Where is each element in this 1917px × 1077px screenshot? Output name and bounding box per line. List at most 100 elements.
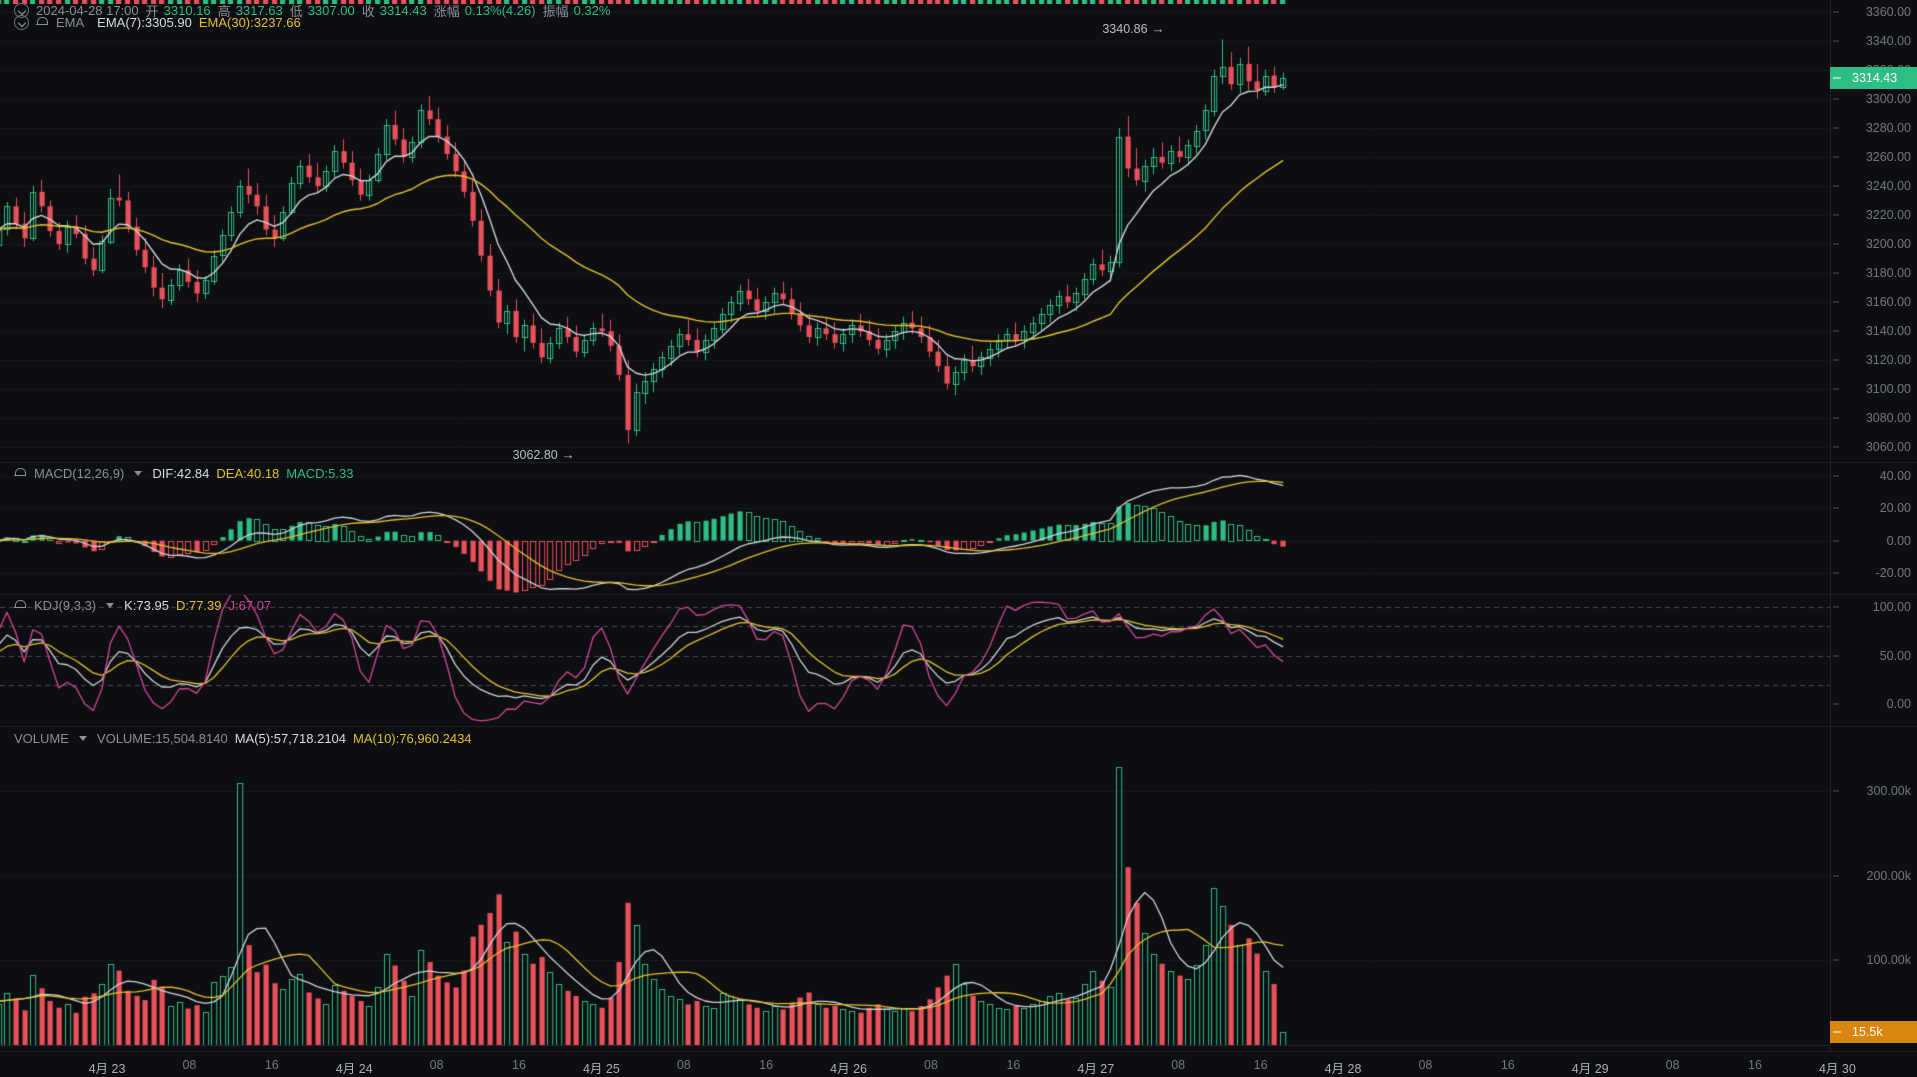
volume-ma10-value: MA(10):76,960.2434: [353, 731, 472, 746]
kdj-tick-mark: [1833, 655, 1839, 657]
volume-chevron-down-icon[interactable]: [78, 736, 87, 741]
macd-legend: MACD(12,26,9) DIF:42.84 DEA:40.18 MACD:5…: [14, 466, 353, 481]
price-tick-mark: [1833, 446, 1839, 448]
volume-indicator-name[interactable]: VOLUME: [14, 731, 69, 746]
price-tick-mark: [1833, 98, 1839, 100]
price-tick-label: 3260.00: [1865, 149, 1911, 164]
volume-tick-label: 300.00k: [1866, 784, 1911, 799]
time-tick-label: 4月 23: [88, 1062, 126, 1076]
ema30-value: EMA(30):3237.66: [198, 15, 301, 30]
price-tick-mark: [1833, 243, 1839, 245]
kdj-axis-separator: [1830, 595, 1831, 726]
time-tick-label: 08: [924, 1058, 938, 1072]
current-price-tag: 3314.43: [1830, 66, 1917, 89]
volume-tick-mark: [1833, 959, 1839, 961]
volume-chart-pane[interactable]: [0, 727, 1830, 1051]
ema-legend: EMA EMA(7):3305.90 EMA(30):3237.66: [14, 15, 301, 30]
time-tick-label: 4月 29: [1571, 1062, 1609, 1076]
price-tick-label: 3340.00: [1865, 33, 1911, 48]
divider-price-macd: [0, 462, 1917, 463]
close-value: 3314.43: [379, 3, 427, 18]
time-tick-label: 16: [759, 1058, 774, 1072]
low-price-annotation: 3062.80 →: [513, 447, 575, 462]
open-label: 开: [145, 4, 159, 19]
price-tick-label: 3080.00: [1865, 411, 1911, 426]
volume-tick-label: 100.00k: [1866, 953, 1911, 968]
kdj-indicator-name[interactable]: KDJ(9,3,3): [34, 598, 97, 613]
price-tick-label: 3140.00: [1865, 324, 1911, 339]
kdj-tick-mark: [1833, 703, 1839, 705]
kdj-j-value: J:67.07: [228, 598, 272, 613]
ema-name[interactable]: EMA: [56, 15, 85, 30]
macd-hist-value: MACD:5.33: [286, 466, 354, 481]
open-value: 3310.16: [163, 3, 211, 18]
volume-ma5-value: MA(5):57,718.2104: [234, 731, 347, 746]
price-tick-mark: [1833, 359, 1839, 361]
price-tick-mark: [1833, 272, 1839, 274]
macd-indicator-name[interactable]: MACD(12,26,9): [34, 466, 125, 481]
macd-tick-mark: [1833, 475, 1839, 477]
time-tick-label: 08: [1171, 1058, 1186, 1072]
macd-chevron-down-icon[interactable]: [134, 471, 143, 476]
time-tick-label: 08: [1665, 1058, 1680, 1072]
change-value: 0.13%(4.26): [464, 3, 536, 18]
kdj-legend: KDJ(9,3,3) K:73.95 D:77.39 J:67.07: [14, 598, 271, 613]
time-tick-label: 16: [1006, 1058, 1021, 1072]
high-annotation-arrow: →: [1151, 21, 1165, 37]
volume-tick-mark: [1833, 875, 1839, 877]
price-tick-mark: [1833, 185, 1839, 187]
time-tick-label: 08: [1418, 1058, 1433, 1072]
price-tick-mark: [1833, 127, 1839, 129]
divider-macd-kdj: [0, 594, 1917, 595]
macd-tick-label: 0.00: [1886, 533, 1911, 548]
kdj-bell-icon[interactable]: [14, 599, 26, 612]
price-tick-mark: [1833, 11, 1839, 13]
macd-axis-separator: [1830, 463, 1831, 594]
time-tick-label: 4月 28: [1324, 1062, 1362, 1076]
time-rule-strip: [0, 0, 1830, 4]
ohlc-datetime: 2024-04-28 17:00: [36, 3, 139, 18]
price-tick-label: 3160.00: [1865, 295, 1911, 310]
price-tick-label: 3300.00: [1865, 91, 1911, 106]
time-tick-label: 4月 26: [830, 1062, 868, 1076]
time-tick-label: 08: [182, 1058, 197, 1072]
time-tick-label: 16: [512, 1058, 526, 1072]
current-volume-tag: 15.5k: [1830, 1020, 1917, 1043]
amplitude-label: 振幅: [542, 4, 569, 19]
price-tick-mark: [1833, 214, 1839, 216]
kdj-k-value: K:73.95: [124, 598, 169, 613]
macd-bell-icon[interactable]: [14, 467, 26, 480]
time-tick-label: 4月 24: [335, 1062, 373, 1076]
volume-value: VOLUME:15,504.8140: [96, 731, 228, 746]
high-annotation-value: 3340.86: [1102, 21, 1148, 36]
price-tick-label: 3100.00: [1865, 382, 1911, 397]
kdj-d-value: D:77.39: [175, 598, 222, 613]
macd-tick-label: 20.00: [1879, 501, 1911, 516]
macd-tick-mark: [1833, 572, 1839, 574]
macd-dea-value: DEA:40.18: [216, 466, 280, 481]
time-tick-label: 16: [1748, 1058, 1762, 1072]
ema7-value: EMA(7):3305.90: [97, 15, 192, 30]
kdj-chart-pane[interactable]: [0, 595, 1830, 726]
volume-axis: 300.00k 200.00k 100.00k: [1830, 727, 1917, 1051]
kdj-chevron-down-icon[interactable]: [106, 603, 115, 608]
price-tick-mark: [1833, 301, 1839, 303]
price-chart-pane[interactable]: [0, 0, 1830, 462]
kdj-tick-label: 50.00: [1879, 648, 1911, 663]
price-tick-label: 3220.00: [1865, 208, 1911, 223]
macd-chart-pane[interactable]: [0, 463, 1830, 594]
time-tick-label: 16: [1253, 1058, 1268, 1072]
price-tick-mark: [1833, 330, 1839, 332]
low-value: 3307.00: [307, 3, 355, 18]
price-tick-mark: [1833, 388, 1839, 390]
divider-kdj-volume: [0, 726, 1917, 727]
kdj-tick-label: 100.00: [1872, 599, 1911, 614]
collapse-ema-icon[interactable]: [14, 15, 29, 30]
time-tick-label: 08: [676, 1058, 691, 1072]
time-axis[interactable]: 4月 23 08 16 4月 24 08 16 4月 25 08 16 4月 26 08 16 4月 2…: [0, 1051, 1917, 1077]
macd-axis: 40.00 20.00 0.00 -20.00: [1830, 463, 1917, 594]
high-label: 高: [217, 4, 231, 19]
price-tick-label: 3280.00: [1865, 120, 1911, 135]
alert-bell-icon[interactable]: [36, 16, 48, 29]
price-tick-label: 3180.00: [1865, 266, 1911, 281]
